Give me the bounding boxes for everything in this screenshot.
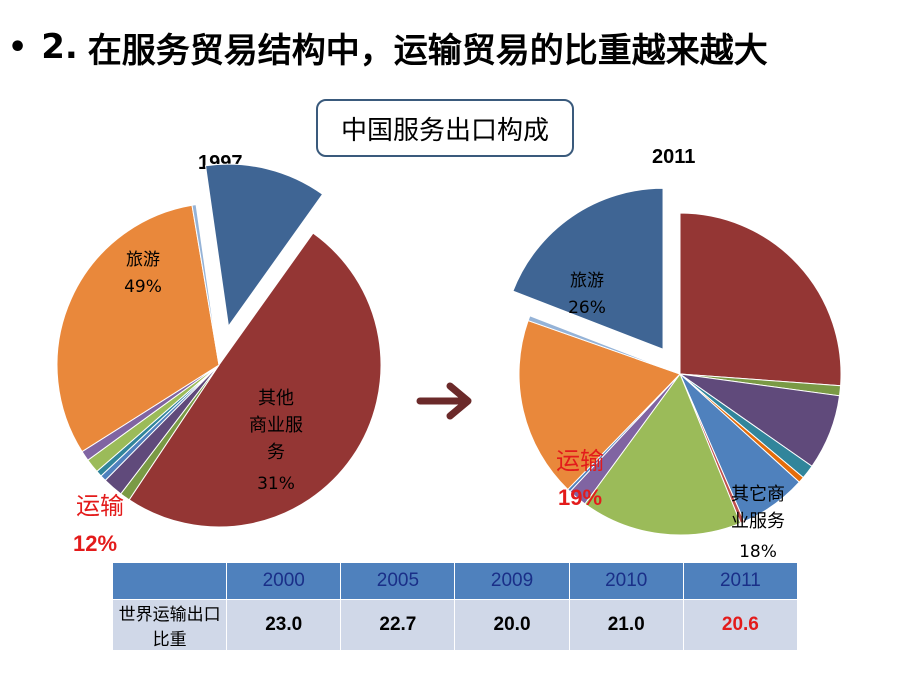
table-cell: 23.0	[226, 599, 342, 651]
slide-heading: • 2. 在服务贸易结构中，运输贸易的比重越来越大	[8, 22, 768, 72]
table-corner-cell	[111, 562, 228, 600]
label-1997-transport-value: 12%	[73, 531, 117, 556]
label-1997-travel-value: 49%	[124, 277, 162, 297]
pie-labels: 旅游 49% 其他商业服务 31% 运输 12% 旅游 26% 运输 19% 其…	[73, 250, 785, 562]
pie-slice	[527, 315, 681, 375]
pie-slice	[512, 187, 664, 350]
heading-number: 2.	[41, 27, 78, 67]
pie-slice	[128, 232, 382, 528]
table-cell-highlight: 20.6	[682, 599, 799, 651]
table-col-header: 2000	[226, 562, 342, 600]
label-1997-business-value: 31%	[257, 474, 295, 494]
label-1997-business: 其他商业服务	[249, 388, 303, 463]
table-header-row: 2000 2005 2009 2010 2011	[111, 562, 799, 600]
table-cell: 22.7	[340, 599, 456, 651]
pie-slice	[584, 372, 742, 536]
label-2011-business: 其它商业服务	[731, 484, 785, 532]
table-row: 世界运输出口比重 23.0 22.7 20.0 21.0 20.6	[111, 599, 799, 651]
right-arrow-icon	[416, 382, 472, 420]
pie-slice	[204, 163, 324, 328]
chart-caption-box: 中国服务出口构成	[316, 99, 574, 157]
label-1997-travel: 旅游	[126, 250, 160, 270]
pie-slice	[56, 204, 220, 453]
label-2011-travel: 旅游	[570, 271, 604, 291]
pie-1997	[56, 163, 382, 528]
pie-slice	[191, 204, 220, 366]
table-col-header: 2009	[454, 562, 570, 600]
pie-slice	[518, 319, 681, 491]
label-2011-travel-value: 26%	[568, 298, 606, 318]
bullet-icon: •	[8, 29, 28, 65]
chart-caption: 中国服务出口构成	[340, 115, 549, 146]
table-col-header: 2010	[568, 562, 684, 600]
pie-slice	[679, 212, 842, 387]
table-row-label: 世界运输出口比重	[111, 599, 228, 651]
world-transport-share-table: 2000 2005 2009 2010 2011 世界运输出口比重 23.0 2…	[111, 562, 799, 651]
pie-2011-title: 2011	[652, 146, 696, 168]
label-2011-business-value: 18%	[739, 542, 777, 562]
label-2011-transport: 运输	[556, 447, 604, 475]
table-col-header: 2005	[340, 562, 456, 600]
table-cell: 21.0	[568, 599, 684, 651]
table-cell: 20.0	[454, 599, 570, 651]
table-col-header: 2011	[682, 562, 799, 600]
heading-text: 在服务贸易结构中，运输贸易的比重越来越大	[87, 30, 768, 71]
label-1997-transport: 运输	[76, 492, 124, 520]
pie-2011	[512, 187, 842, 536]
label-2011-transport-value: 19%	[558, 485, 602, 510]
